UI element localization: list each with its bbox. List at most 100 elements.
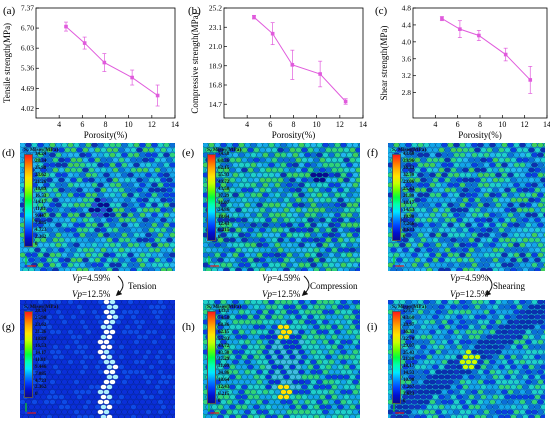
legend-value: 0 bbox=[403, 398, 406, 404]
x-tick-label: 6 bbox=[80, 120, 84, 129]
fem-panel-compression-high: S, Mises(MPa) 133.1 74.58 68.36 62.15 55.93 49… bbox=[203, 300, 360, 418]
y-tick-label: 7.37 bbox=[21, 4, 34, 13]
contour-legend: S, Mises(MPa) 34.24 28.34 25.98 23.62 21.26 18… bbox=[24, 147, 58, 247]
transition-to-shearing: Vp=12.5% bbox=[450, 289, 489, 299]
legend-value: 36.33 bbox=[403, 329, 415, 335]
y-tick-label: 18.9 bbox=[209, 61, 222, 70]
legend-value: 68.36 bbox=[218, 158, 230, 164]
legend-value: 18.17 bbox=[403, 364, 415, 370]
axis-triad-icon bbox=[24, 403, 36, 415]
legend-value: 25.98 bbox=[35, 165, 47, 171]
legend-value: 7.085 bbox=[35, 371, 47, 377]
legend-value: 25.98 bbox=[35, 315, 47, 321]
transition-from-tension: Vp=4.59% bbox=[72, 273, 111, 283]
chart-2: (c) 4 6 8 10 12 14 2.8 3.2 3.6 4.0 4.4 4.8 Porosity(%… bbox=[375, 4, 550, 141]
legend-value: 14.17 bbox=[35, 200, 47, 206]
legend-value: 68.36 bbox=[218, 322, 230, 328]
y-tick-label: 4.02 bbox=[21, 104, 34, 113]
axis-triad-icon bbox=[24, 256, 36, 268]
legend-value: 21.26 bbox=[35, 179, 47, 185]
transition-to-tension: Vp=12.5% bbox=[72, 289, 111, 299]
y-tick-label: 5.36 bbox=[21, 64, 34, 73]
legend-value: 12.43 bbox=[218, 221, 230, 227]
x-tick-label: 8 bbox=[292, 120, 296, 129]
stress-contour-image bbox=[20, 143, 175, 271]
data-point bbox=[440, 16, 444, 21]
legend-color-bar bbox=[207, 311, 216, 404]
y-tick-label: 4.4 bbox=[402, 20, 412, 29]
legend-value: 2.362 bbox=[35, 385, 47, 391]
plot-frame bbox=[223, 7, 364, 119]
y-tick-label: 6.03 bbox=[21, 44, 34, 53]
y-tick-label: 3.2 bbox=[402, 71, 412, 80]
legend-value: 36.33 bbox=[403, 165, 415, 171]
legend-value: 37.29 bbox=[218, 193, 230, 199]
legend-value: 24.86 bbox=[218, 371, 230, 377]
legend-title: S, Mises(MPa) bbox=[24, 147, 59, 153]
x-tick-label: 12 bbox=[521, 120, 529, 129]
x-tick-label: 4 bbox=[433, 120, 437, 129]
legend-title: S, Mises(MPa) bbox=[392, 147, 427, 153]
legend-value: 31.09 bbox=[218, 364, 230, 370]
panel-label-d: (d) bbox=[2, 147, 15, 159]
legend-value: 24.86 bbox=[218, 207, 230, 213]
y-axis-label: Compressive strength(MPa) bbox=[190, 12, 200, 113]
legend-value: 14.17 bbox=[35, 350, 47, 356]
plot-frame bbox=[412, 7, 548, 119]
legend-value: 25.43 bbox=[403, 186, 415, 192]
legend-value: 16.53 bbox=[35, 193, 47, 199]
panel-label-g: (g) bbox=[2, 321, 15, 333]
legend-value: 29.07 bbox=[403, 343, 415, 349]
legend-value: 28.34 bbox=[35, 158, 47, 164]
legend-value: 14.53 bbox=[403, 371, 415, 377]
x-tick-label: 8 bbox=[104, 120, 108, 129]
action-tension: Tension bbox=[128, 281, 157, 291]
panel-label-f: (f) bbox=[367, 147, 378, 159]
axis-triad-icon bbox=[392, 403, 404, 415]
data-point bbox=[252, 15, 256, 19]
panel-label-e: (e) bbox=[182, 147, 195, 159]
data-point bbox=[82, 41, 87, 45]
axis-triad-icon bbox=[392, 256, 404, 268]
transition-from-compression: Vp=4.59% bbox=[262, 273, 301, 283]
legend-value: 31.07 bbox=[218, 200, 230, 206]
x-tick-label: 14 bbox=[359, 120, 367, 129]
legend-value: 18.89 bbox=[35, 336, 47, 342]
curved-arrow-tension bbox=[115, 275, 124, 297]
x-axis-label: Porosity(%) bbox=[458, 130, 502, 140]
legend-value: 49.72 bbox=[218, 343, 230, 349]
legend-value: 28.34 bbox=[35, 309, 47, 314]
legend-title: S, Mises(MPa) bbox=[392, 304, 427, 310]
legend-value: 10.90 bbox=[403, 378, 415, 384]
contour-legend: S, Mises(MPa) 577.1 43.60 39.97 36.33 32.70 29… bbox=[392, 304, 426, 404]
data-point bbox=[477, 33, 481, 38]
legend-title: S, Mises(MPa) bbox=[207, 304, 242, 310]
x-tick-label: 8 bbox=[478, 120, 482, 129]
data-point bbox=[64, 24, 68, 29]
legend-value: 4.723 bbox=[35, 228, 47, 234]
legend-value: 18.89 bbox=[35, 186, 47, 192]
legend-value: 14.53 bbox=[403, 207, 415, 213]
contour-legend: S, Mises(MPa) 74.58 68.36 62.15 55.93 49.72 43… bbox=[207, 147, 241, 241]
legend-value: 74.58 bbox=[218, 152, 230, 157]
legend-value: 43.50 bbox=[218, 186, 230, 192]
legend-value: 9.446 bbox=[35, 364, 47, 370]
legend-value: 21.26 bbox=[35, 329, 47, 335]
data-point bbox=[130, 75, 134, 80]
transition-from-shearing: Vp=4.59% bbox=[450, 273, 489, 283]
panel-label-h: (h) bbox=[182, 321, 195, 333]
data-point bbox=[290, 63, 295, 67]
legend-value: 74.58 bbox=[218, 315, 230, 321]
legend-color-bar bbox=[24, 311, 33, 398]
x-tick-label: 4 bbox=[245, 120, 249, 129]
fem-panel-tension-low: S, Mises(MPa) 34.24 28.34 25.98 23.62 21.26 18… bbox=[20, 143, 175, 271]
panel-label-i: (i) bbox=[367, 321, 378, 333]
chart-0: (a) 4 6 8 10 12 14 4.02 4.69 5.36 6.03 6.70 7.37 Poro… bbox=[2, 4, 179, 141]
legend-value: 62.15 bbox=[218, 329, 230, 335]
data-point bbox=[528, 78, 533, 82]
action-compression: Compression bbox=[310, 281, 358, 291]
fem-panel-tension-high: S, Mises(MPa) 28.34 25.98 23.62 21.26 18.89 16… bbox=[20, 300, 175, 418]
fem-panel-shear-low: S, Mises(MPa) 43.60 39.96 36.33 32.70 29.06 25… bbox=[388, 143, 545, 271]
panel-label: (a) bbox=[3, 5, 16, 17]
y-axis-label: Tensile strength(MPa) bbox=[2, 23, 12, 103]
